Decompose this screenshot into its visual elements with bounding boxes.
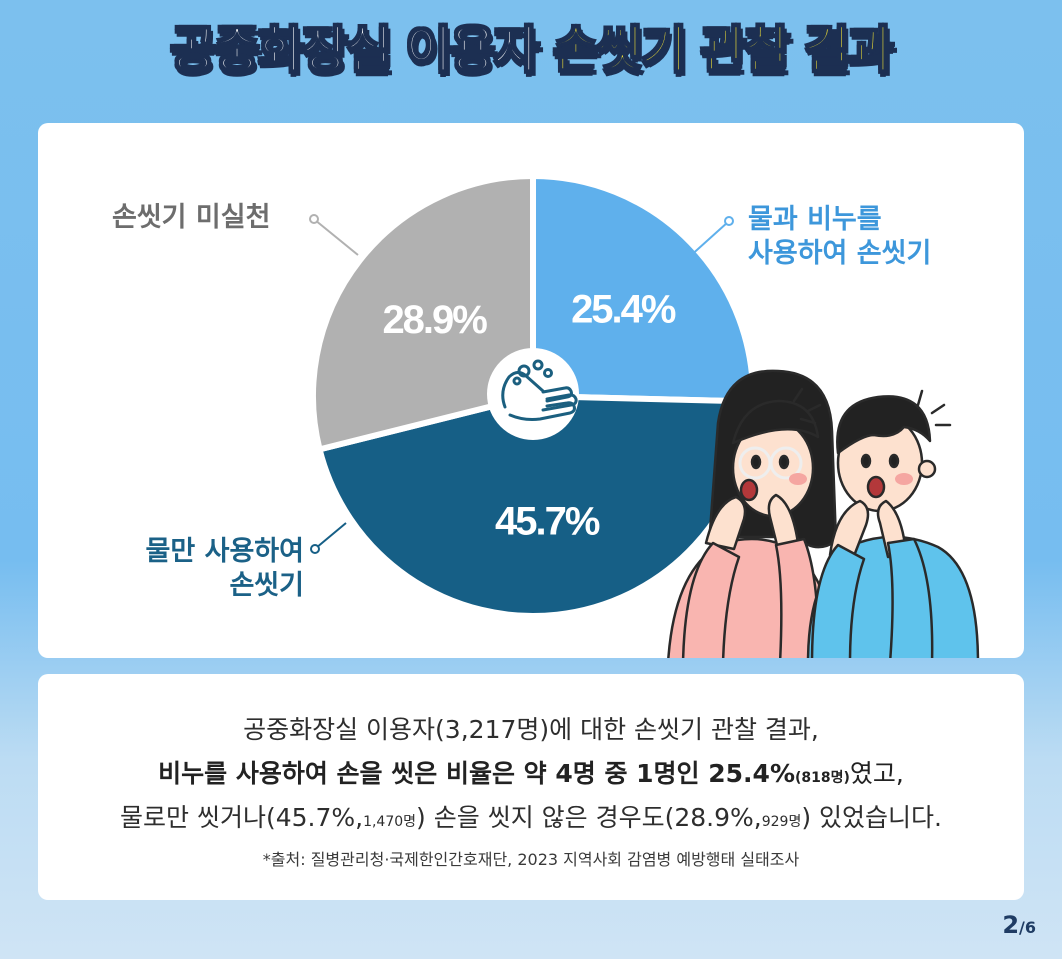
summary-line-3-a: 물로만 씻거나(45.7%, <box>120 803 364 832</box>
summary-line-3-d: 929명 <box>761 814 802 830</box>
leader-line-none <box>314 219 359 256</box>
value-label-soap: 25.4% <box>571 287 676 331</box>
source-note: *출처: 질병관리청·국제한인간호재단, 2023 지역사회 감염병 예방행태 … <box>262 850 800 869</box>
category-label-water: 물만 사용하여 손씻기 <box>146 535 304 603</box>
page-total: /6 <box>1019 918 1036 937</box>
leader-line-water <box>315 522 347 549</box>
chart-card: 25.4% 45.7% 28.9% <box>38 123 1024 658</box>
pie-chart: 25.4% 45.7% 28.9% <box>309 172 980 658</box>
page-title: 공중화장실 이용자 손씻기 관찰 결과 <box>0 10 1062 82</box>
page-current: 2 <box>1002 911 1020 939</box>
page-indicator: 2/6 <box>1002 911 1036 939</box>
summary-line-1: 공중화장실 이용자(3,217명)에 대한 손씻기 관찰 결과, <box>243 715 819 744</box>
summary-line-3: 물로만 씻거나(45.7%,1,470명) 손을 씻지 않은 경우도(28.9%… <box>38 798 1024 834</box>
label-line: 물만 사용하여 <box>145 536 304 567</box>
summary-line-3-c: ) 손을 씻지 않은 경우도(28.9%, <box>416 803 762 832</box>
summary-line-2: 비누를 사용하여 손을 씻은 비율은 약 4명 중 1명인 25.4%(818명… <box>38 754 1024 790</box>
pie-slice-none <box>310 172 536 454</box>
illustration-people <box>667 369 980 658</box>
summary-line-3-e: ) 있었습니다. <box>801 803 942 832</box>
summary-line-2-end: 였고, <box>849 759 904 788</box>
summary-line-2-main: 비누를 사용하여 손을 씻은 비율은 약 4명 중 1명인 25.4% <box>158 759 795 788</box>
label-line: 손씻기 미실천 <box>112 202 271 233</box>
value-label-none: 28.9% <box>382 298 487 342</box>
category-label-soap: 물과 비누를 사용하여 손씻기 <box>748 203 931 271</box>
hand-washing-icon <box>487 348 579 440</box>
surprised-man <box>806 389 980 658</box>
summary-line-2-count: (818명) <box>795 770 850 786</box>
leader-dot-soap <box>724 216 734 226</box>
surprised-woman <box>667 369 841 658</box>
label-line: 물과 비누를 <box>748 204 882 235</box>
label-line: 사용하여 손씻기 <box>748 238 932 269</box>
category-label-none: 손씻기 미실천 <box>112 201 270 235</box>
label-line: 손씻기 <box>229 570 304 601</box>
summary-line-3-b: 1,470명 <box>363 814 417 830</box>
value-label-water: 45.7% <box>495 500 600 544</box>
leader-dot-none <box>309 214 319 224</box>
summary-card: 공중화장실 이용자(3,217명)에 대한 손씻기 관찰 결과, 비누를 사용하… <box>38 674 1024 900</box>
title-part2: 손씻기 관찰 결과 <box>552 20 895 80</box>
pie-slice-soap <box>530 172 756 405</box>
leader-dot-water <box>310 544 320 554</box>
leader-line-soap <box>687 221 729 259</box>
title-part1: 공중화장실 이용자 <box>169 20 540 80</box>
